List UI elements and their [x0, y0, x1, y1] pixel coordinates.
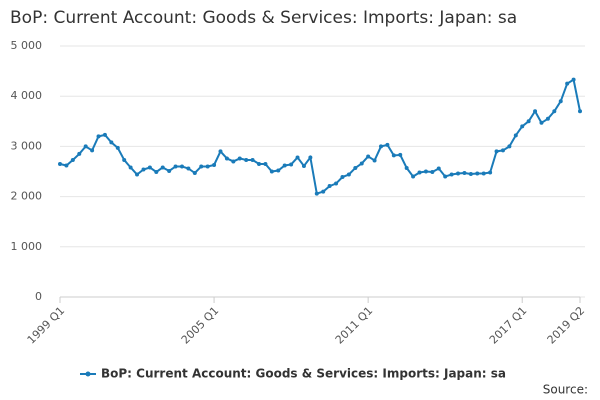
point [359, 161, 364, 166]
point [378, 144, 383, 149]
point [154, 170, 159, 175]
point [244, 157, 249, 162]
point [160, 165, 165, 170]
y-tick-label: 1 000 [11, 240, 43, 253]
point [173, 164, 178, 169]
legend-label: BoP: Current Account: Goods & Services: … [101, 367, 506, 381]
point [269, 169, 274, 174]
point [488, 170, 493, 175]
chart-title: BoP: Current Account: Goods & Services: … [10, 8, 517, 28]
point [565, 81, 570, 86]
y-tick-label: 3 000 [11, 139, 43, 152]
point [109, 140, 114, 145]
legend-marker [85, 371, 91, 377]
point [520, 124, 525, 129]
point [276, 168, 281, 173]
point [147, 165, 152, 170]
point [571, 77, 576, 82]
x-tick-label: 2011 Q1 [333, 304, 376, 347]
point [77, 151, 82, 156]
source: Source: [543, 383, 588, 397]
point [295, 155, 300, 160]
point [456, 171, 461, 176]
point [468, 172, 473, 177]
y-tick-label: 0 [35, 290, 42, 303]
point [481, 171, 486, 176]
point [122, 157, 127, 162]
point [475, 171, 480, 176]
point [411, 174, 416, 179]
line [59, 78, 581, 195]
point [372, 158, 377, 163]
point [231, 159, 236, 164]
point [539, 120, 544, 125]
point [558, 99, 563, 104]
point [314, 191, 319, 196]
point [423, 169, 428, 174]
point [449, 172, 454, 177]
point [135, 172, 140, 177]
x-tick-label: 2019 Q2 [545, 304, 588, 347]
point [186, 166, 191, 171]
point [494, 149, 499, 154]
point [507, 144, 512, 149]
point [308, 155, 313, 160]
point [58, 161, 62, 166]
point [430, 170, 435, 175]
point [115, 145, 120, 150]
point [552, 109, 557, 114]
point [533, 109, 538, 114]
point [250, 157, 255, 162]
point [398, 152, 403, 157]
point [141, 167, 146, 172]
point [128, 165, 133, 170]
point [179, 164, 184, 169]
point [289, 162, 294, 167]
point [301, 163, 306, 168]
point [462, 171, 467, 176]
point [263, 161, 268, 166]
point [346, 172, 351, 177]
x-tick-label: 2017 Q1 [487, 304, 530, 347]
point [545, 116, 550, 121]
y-tick-label: 2 000 [11, 190, 43, 203]
point [205, 164, 210, 169]
point [385, 142, 390, 147]
point [96, 134, 101, 139]
point [83, 144, 88, 149]
point [64, 163, 69, 168]
point [102, 132, 107, 137]
y-tick-label: 5 000 [11, 39, 43, 52]
point [70, 157, 75, 162]
point [192, 171, 197, 176]
point [366, 154, 371, 159]
point [212, 162, 217, 167]
x-tick-label: 1999 Q1 [25, 304, 68, 347]
y-tick-label: 4 000 [11, 89, 43, 102]
point [513, 133, 518, 138]
x-tick-label: 2005 Q1 [179, 304, 222, 347]
point [391, 153, 396, 158]
point [417, 170, 422, 175]
point [167, 168, 172, 173]
point [526, 119, 531, 124]
point [282, 163, 287, 168]
point [327, 184, 332, 189]
point [224, 156, 229, 161]
point [218, 149, 223, 154]
point [321, 189, 326, 194]
point [334, 181, 339, 186]
point [436, 166, 441, 171]
point [199, 164, 204, 169]
point [237, 156, 242, 161]
point [340, 175, 345, 180]
point [500, 148, 505, 153]
point [578, 109, 582, 114]
point [404, 165, 409, 170]
point [257, 161, 262, 166]
point [443, 174, 448, 179]
point [90, 148, 95, 153]
point [353, 165, 358, 170]
